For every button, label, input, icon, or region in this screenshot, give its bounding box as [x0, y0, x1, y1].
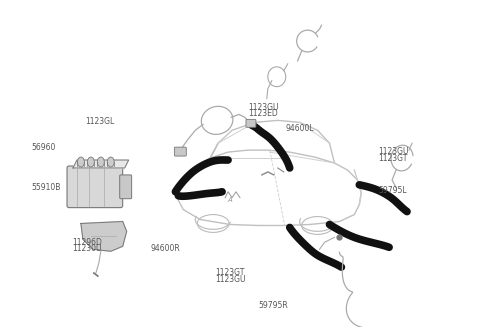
Text: 1123GU: 1123GU — [249, 103, 279, 112]
Text: 56960: 56960 — [31, 143, 55, 152]
Ellipse shape — [87, 157, 95, 167]
Text: 1123GT: 1123GT — [378, 154, 408, 163]
Text: 59795R: 59795R — [258, 301, 288, 310]
FancyBboxPatch shape — [120, 175, 132, 199]
Text: 1123GU: 1123GU — [215, 275, 246, 284]
Text: 1123GT: 1123GT — [215, 268, 244, 277]
Polygon shape — [73, 160, 129, 168]
Text: 94600R: 94600R — [151, 244, 180, 253]
Text: A: A — [228, 197, 232, 203]
Ellipse shape — [97, 157, 104, 167]
FancyBboxPatch shape — [67, 166, 123, 208]
FancyBboxPatch shape — [246, 119, 256, 127]
Text: 11230U: 11230U — [72, 244, 101, 253]
Ellipse shape — [77, 157, 84, 167]
Text: 1123GU: 1123GU — [378, 147, 409, 156]
Polygon shape — [81, 221, 127, 251]
Text: 59795L: 59795L — [378, 186, 407, 195]
Text: 55910B: 55910B — [31, 183, 60, 192]
Text: 11296D: 11296D — [72, 237, 102, 247]
Ellipse shape — [107, 157, 114, 167]
Text: 94600L: 94600L — [285, 124, 314, 133]
Text: 1123ED: 1123ED — [249, 109, 278, 118]
FancyBboxPatch shape — [174, 147, 186, 156]
Text: 1123GL: 1123GL — [85, 116, 114, 126]
